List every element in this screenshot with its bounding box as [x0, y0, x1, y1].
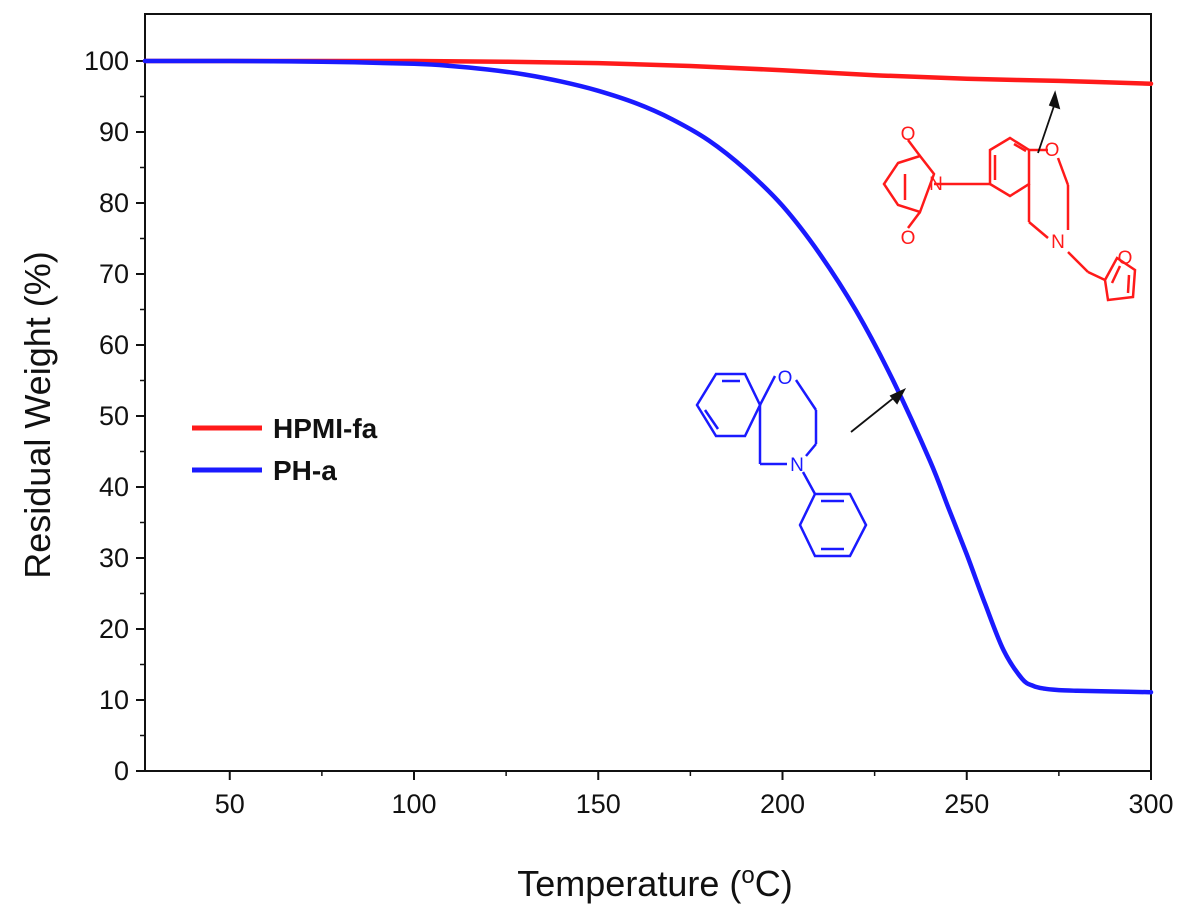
x-tick-label: 250 [944, 789, 989, 819]
svg-text:O: O [1118, 248, 1133, 269]
y-tick-label: 60 [99, 330, 129, 360]
x-tick-label: 50 [215, 789, 245, 819]
ph-a-atom-labels: O N [778, 368, 804, 476]
ticks: 50 100 150 200 250 300 0 10 20 30 40 50 60 70 80 90 100 [84, 46, 1174, 819]
y-tick-label: 40 [99, 472, 129, 502]
y-tick-label: 90 [99, 117, 129, 147]
svg-text:N: N [1051, 232, 1065, 253]
y-tick-label: 50 [99, 401, 129, 431]
legend-label-ph-a: PH-a [273, 455, 337, 486]
hpmi-fa-atom-labels: O N O O N O [901, 124, 1133, 269]
ph-a-structure [695, 372, 868, 558]
arrow-head-ph-a [889, 388, 907, 405]
legend: HPMI-fa PH-a [192, 413, 378, 486]
svg-text:O: O [901, 228, 916, 249]
y-tick-label: 30 [99, 543, 129, 573]
x-axis-title: Temperature (oC) [517, 862, 792, 904]
y-tick-label: 20 [99, 614, 129, 644]
y-axis-title: Residual Weight (%) [17, 251, 58, 578]
y-tick-label: 70 [99, 259, 129, 289]
hpmi-fa-structure [882, 136, 1137, 302]
arrow-head-hpmi-fa [1048, 90, 1061, 110]
series-line-hpmi-fa [142, 58, 1154, 86]
y-tick-label: 80 [99, 188, 129, 218]
svg-text:O: O [901, 124, 916, 145]
x-tick-label: 100 [391, 789, 436, 819]
axes [144, 13, 1152, 772]
y-tick-label: 10 [99, 685, 129, 715]
svg-text:O: O [778, 368, 793, 389]
series-lines [142, 58, 1154, 695]
svg-text:N: N [929, 174, 943, 195]
annotation-arrows [850, 90, 1061, 433]
x-tick-label: 200 [760, 789, 805, 819]
svg-text:O: O [1045, 140, 1060, 161]
plot-frame [144, 13, 1152, 772]
arrow-hpmi-fa [1037, 102, 1056, 154]
svg-text:N: N [790, 455, 804, 476]
x-tick-label: 300 [1128, 789, 1173, 819]
x-tick-label: 150 [576, 789, 621, 819]
legend-label-hpmi-fa: HPMI-fa [273, 413, 378, 444]
y-tick-label: 100 [84, 46, 129, 76]
arrow-ph-a [850, 395, 897, 433]
y-tick-label: 0 [114, 756, 129, 786]
series-line-ph-a [142, 58, 1154, 695]
